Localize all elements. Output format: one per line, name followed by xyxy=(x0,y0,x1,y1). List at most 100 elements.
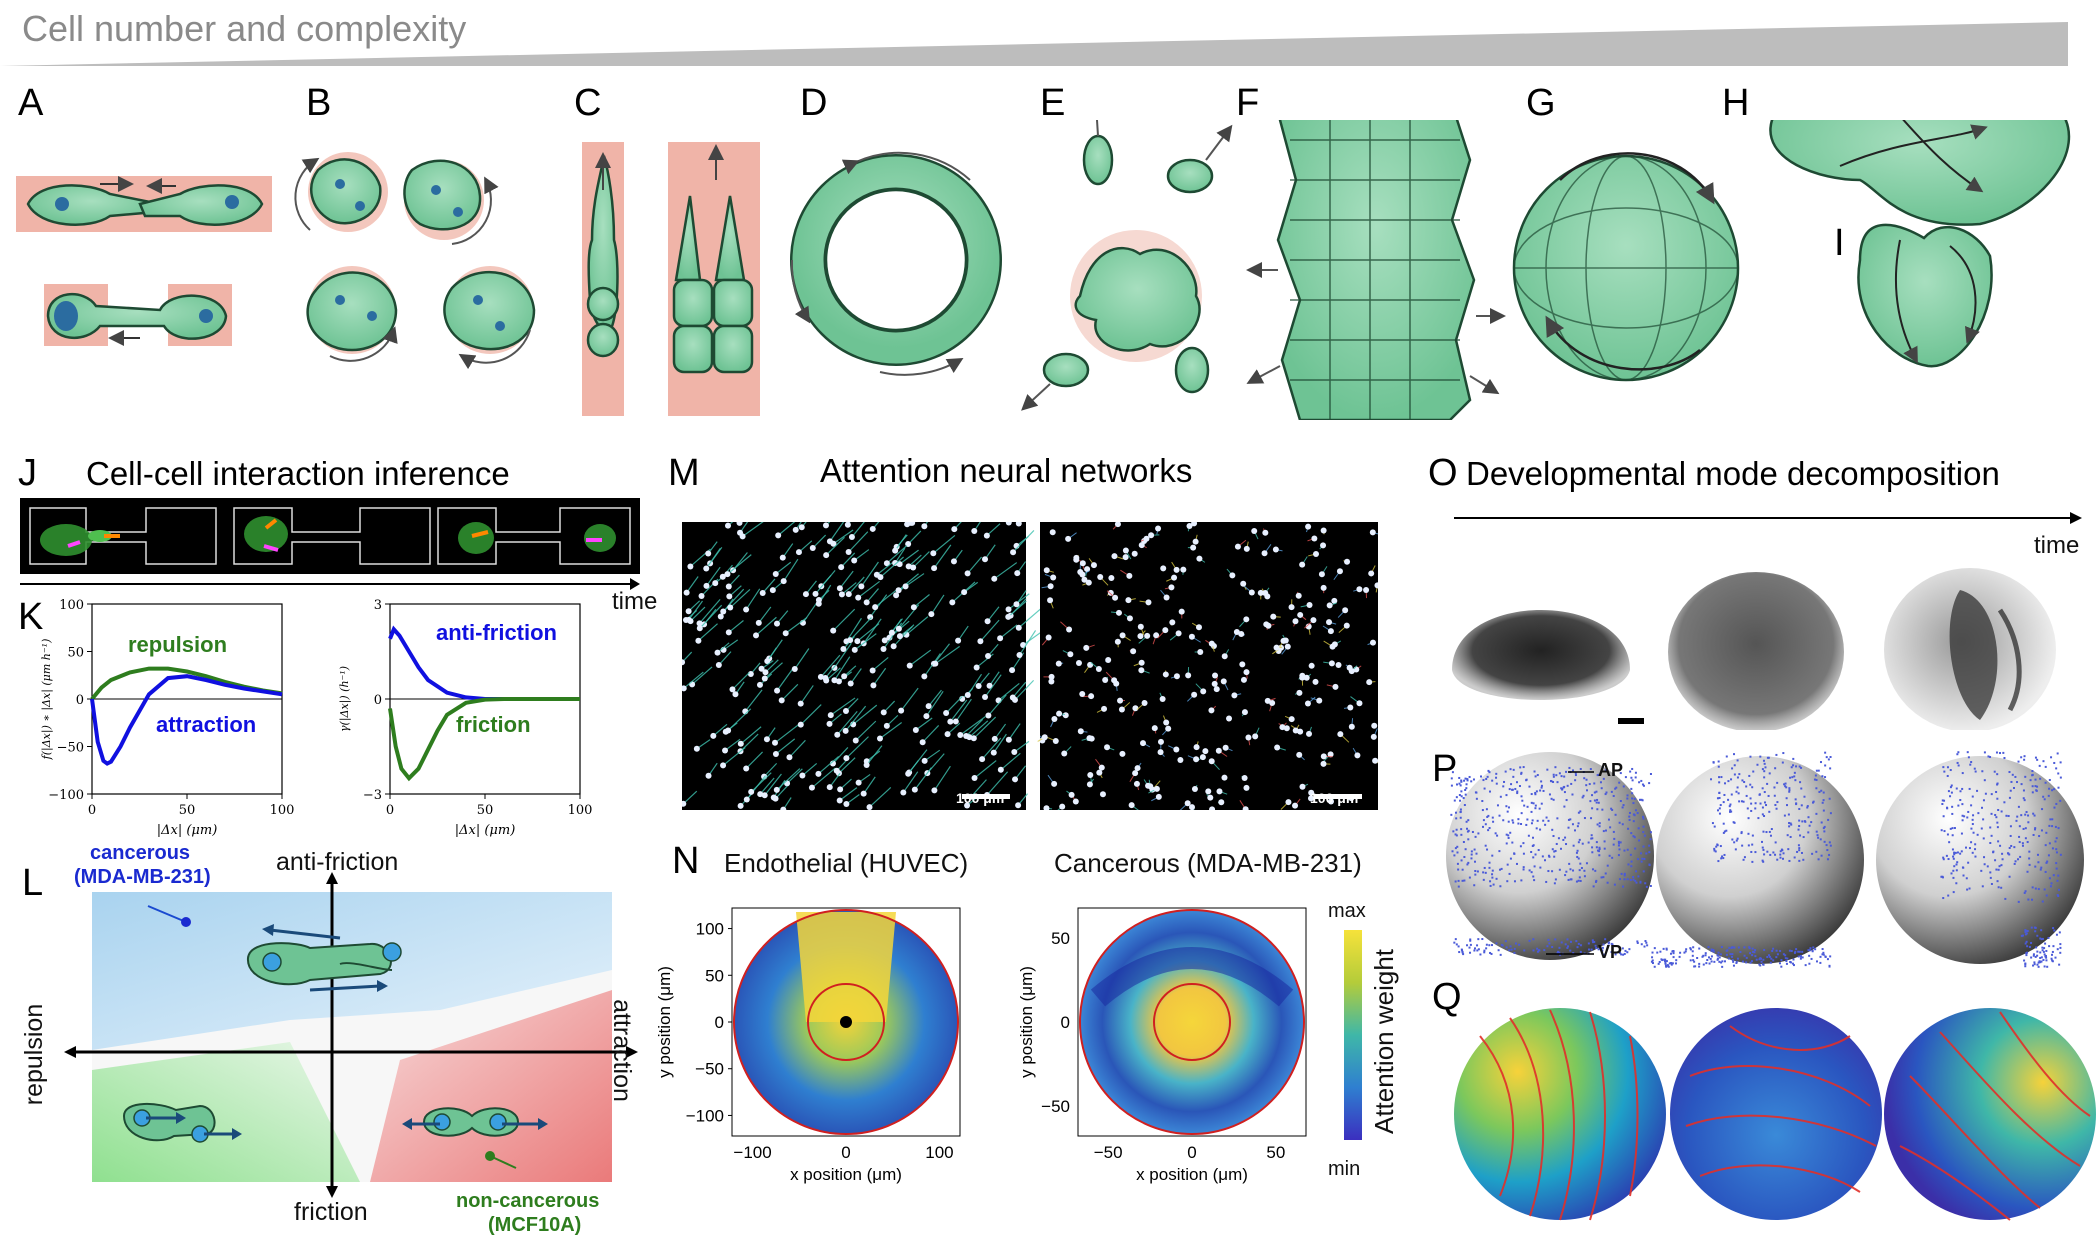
p-dot xyxy=(2055,848,2058,851)
p-dot xyxy=(2027,821,2030,824)
p-dot xyxy=(1672,950,1675,953)
p-dot xyxy=(1947,894,1950,897)
p-dot xyxy=(1624,949,1627,952)
p-dot xyxy=(1779,853,1782,856)
m-track xyxy=(718,651,732,666)
m-track xyxy=(1007,600,1027,618)
m-track xyxy=(872,522,880,530)
p-dot xyxy=(1822,809,1825,812)
panel-g-drawing xyxy=(1512,152,1740,382)
p-dot xyxy=(1579,810,1582,813)
m-track xyxy=(750,772,772,793)
p-dot xyxy=(1619,841,1622,844)
p-dot xyxy=(1803,795,1806,798)
m-cell xyxy=(1048,678,1055,685)
p-dot xyxy=(1788,789,1791,792)
p-dot xyxy=(1569,868,1572,871)
p-dot xyxy=(1459,784,1462,787)
p-dot xyxy=(1751,834,1754,837)
m-cell xyxy=(1191,691,1198,698)
p-dot xyxy=(1712,948,1715,951)
p-dot xyxy=(1967,756,1970,759)
p-dot xyxy=(1457,885,1460,888)
m-track xyxy=(763,762,778,778)
m-cell xyxy=(997,635,1004,642)
m-track xyxy=(915,717,933,731)
p-dot xyxy=(1547,870,1550,873)
p-dot xyxy=(1829,955,1832,958)
p-dot xyxy=(1550,780,1553,783)
p-dot xyxy=(1453,941,1456,944)
m-cell xyxy=(1077,728,1084,735)
m-cell xyxy=(1140,740,1147,747)
m-cell xyxy=(1192,538,1199,545)
p-dot xyxy=(1458,782,1461,785)
n-left-xtick: 0 xyxy=(841,1143,850,1162)
panel-label-m: M xyxy=(668,452,700,494)
p-dot xyxy=(2023,758,2026,761)
m-cell xyxy=(1141,699,1148,706)
m-cell xyxy=(1328,660,1335,667)
p-dot xyxy=(1614,953,1617,956)
p-dot xyxy=(1812,801,1815,804)
p-dot xyxy=(1522,868,1525,871)
p-dot xyxy=(2052,874,2055,877)
m-cell xyxy=(1132,770,1139,777)
m-cell xyxy=(1052,737,1059,744)
p-dot xyxy=(1461,868,1464,871)
p-dot xyxy=(2020,814,2023,817)
p-dot xyxy=(1645,885,1648,888)
p-dot xyxy=(1552,835,1555,838)
m-cell xyxy=(964,570,971,577)
p-dot xyxy=(1684,950,1687,953)
panel-o-time-arrow xyxy=(1454,512,2082,524)
m-cell xyxy=(1159,696,1166,703)
p-dot xyxy=(1463,855,1466,858)
p-dot xyxy=(1731,838,1734,841)
p-dot xyxy=(1823,840,1826,843)
m-track xyxy=(832,608,856,632)
p-dot xyxy=(2028,850,2031,853)
m-cell xyxy=(1332,683,1339,690)
m-cell xyxy=(964,802,971,809)
p-dot xyxy=(2042,958,2045,961)
p-dot xyxy=(1455,817,1458,820)
m-cell xyxy=(1264,697,1271,704)
p-dot xyxy=(1597,801,1600,804)
p-dot xyxy=(1562,838,1565,841)
m-track xyxy=(1018,630,1037,656)
m-cell xyxy=(991,575,998,582)
p-dot xyxy=(1532,802,1535,805)
p-dot xyxy=(1798,950,1801,953)
m-cell xyxy=(1086,735,1093,742)
p-dot xyxy=(2044,844,2047,847)
p-dot xyxy=(1628,811,1631,814)
p-dot xyxy=(1631,792,1634,795)
m-cell xyxy=(1068,791,1075,798)
p-dot xyxy=(1955,787,1958,790)
m-cell xyxy=(921,673,928,680)
p-dot xyxy=(1829,756,1832,759)
p-dot xyxy=(1761,846,1764,849)
p-dot xyxy=(1457,945,1460,948)
n-right-outer-ring xyxy=(1079,909,1305,1135)
p-dot xyxy=(1824,764,1827,767)
p-dot xyxy=(1564,836,1567,839)
p-dot xyxy=(2025,954,2028,957)
m-cell xyxy=(893,592,900,599)
m-cell xyxy=(1079,571,1086,578)
m-cell xyxy=(970,735,977,742)
p-dot xyxy=(2026,841,2029,844)
p-dot xyxy=(2024,965,2027,968)
p-dot xyxy=(2031,898,2034,901)
m-cell xyxy=(1363,587,1370,594)
p-dot xyxy=(1710,948,1713,951)
p-dot xyxy=(1776,781,1779,784)
p-dot xyxy=(1454,880,1457,883)
p-dot xyxy=(1989,826,1992,829)
p-dot xyxy=(1772,959,1775,962)
panel-a-drawing xyxy=(16,176,272,346)
m-cell xyxy=(759,589,766,596)
p-dot xyxy=(1733,773,1736,776)
p-dot xyxy=(2043,965,2046,968)
